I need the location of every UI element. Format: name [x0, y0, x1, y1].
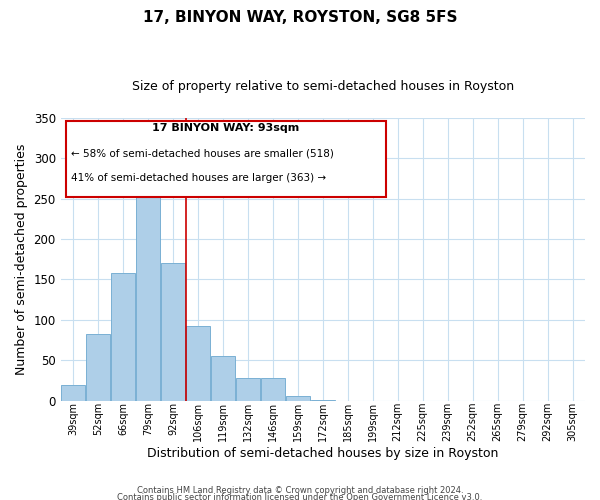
Bar [161, 263, 185, 400]
Text: 17, BINYON WAY, ROYSTON, SG8 5FS: 17, BINYON WAY, ROYSTON, SG8 5FS [143, 10, 457, 25]
Text: ← 58% of semi-detached houses are smaller (518): ← 58% of semi-detached houses are smalle… [71, 149, 334, 159]
Y-axis label: Number of semi-detached properties: Number of semi-detached properties [15, 144, 28, 375]
X-axis label: Distribution of semi-detached houses by size in Royston: Distribution of semi-detached houses by … [147, 447, 499, 460]
Bar [236, 378, 260, 400]
Bar [261, 378, 285, 400]
FancyBboxPatch shape [66, 120, 386, 197]
Text: 17 BINYON WAY: 93sqm: 17 BINYON WAY: 93sqm [152, 124, 299, 134]
Text: Contains public sector information licensed under the Open Government Licence v3: Contains public sector information licen… [118, 494, 482, 500]
Bar [286, 396, 310, 400]
Text: 41% of semi-detached houses are larger (363) →: 41% of semi-detached houses are larger (… [71, 173, 326, 183]
Bar [61, 385, 85, 400]
Bar [111, 273, 135, 400]
Bar [136, 190, 160, 400]
Bar [86, 334, 110, 400]
Bar [211, 356, 235, 401]
Text: Contains HM Land Registry data © Crown copyright and database right 2024.: Contains HM Land Registry data © Crown c… [137, 486, 463, 495]
Title: Size of property relative to semi-detached houses in Royston: Size of property relative to semi-detach… [132, 80, 514, 93]
Bar [186, 326, 210, 400]
